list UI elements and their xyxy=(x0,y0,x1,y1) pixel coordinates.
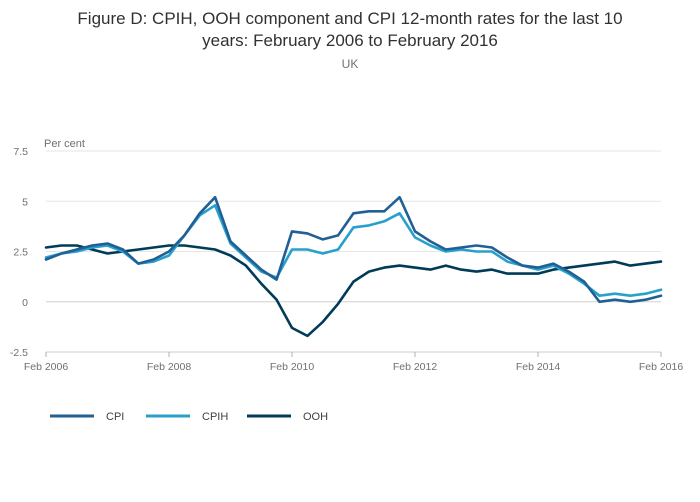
chart-title: Figure D: CPIH, OOH component and CPI 12… xyxy=(0,8,700,52)
x-tick-label: Feb 2016 xyxy=(639,361,684,373)
data-series xyxy=(44,195,663,338)
x-tick-label: Feb 2010 xyxy=(270,361,315,373)
y-axis-ticks: -2.5 0 2.5 5 7.5 xyxy=(10,146,28,359)
x-tick-label: Feb 2006 xyxy=(24,361,69,373)
legend-label-ooh[interactable]: OOH xyxy=(303,411,328,423)
y-tick-label: 7.5 xyxy=(13,146,28,158)
y-tick-label: 0 xyxy=(22,297,28,309)
grid-lines xyxy=(46,150,661,353)
x-tick-label: Feb 2014 xyxy=(516,361,561,373)
legend[interactable]: CPI CPIH OOH xyxy=(50,411,328,423)
series-line-cpi[interactable] xyxy=(44,195,663,304)
x-tick-label: Feb 2012 xyxy=(393,361,438,373)
series-line-cpih[interactable] xyxy=(44,204,663,297)
y-tick-label: 2.5 xyxy=(13,247,28,259)
y-tick-label: -2.5 xyxy=(10,347,28,359)
chart-title-line-2: years: February 2006 to February 2016 xyxy=(202,31,498,50)
series-line-ooh[interactable] xyxy=(44,244,663,338)
y-tick-label: 5 xyxy=(22,196,28,208)
chart-subtitle: UK xyxy=(341,57,359,71)
y-axis-label: Per cent xyxy=(44,138,85,150)
legend-label-cpih[interactable]: CPIH xyxy=(202,411,228,423)
legend-label-cpi[interactable]: CPI xyxy=(106,411,124,423)
chart-title-line-1: Figure D: CPIH, OOH component and CPI 12… xyxy=(77,9,623,28)
x-axis-ticks: Feb 2006 Feb 2008 Feb 2010 Feb 2012 Feb 2014… xyxy=(24,352,684,373)
x-tick-label: Feb 2008 xyxy=(147,361,192,373)
